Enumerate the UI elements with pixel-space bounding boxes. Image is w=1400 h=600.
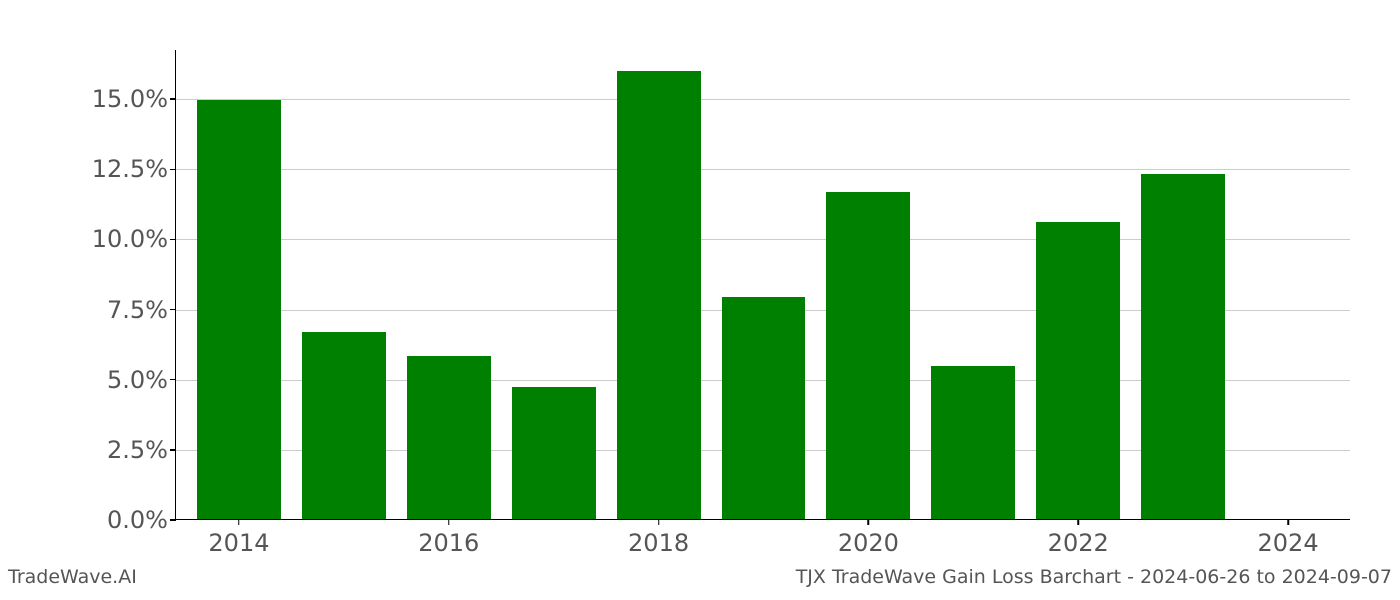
footer-left-text: TradeWave.AI — [8, 566, 137, 588]
y-tick-mark — [170, 449, 176, 451]
x-tick-mark — [1287, 519, 1289, 525]
x-tick-label: 2024 — [1258, 529, 1319, 557]
x-tick-label: 2020 — [838, 529, 899, 557]
y-tick-label: 12.5% — [92, 155, 168, 183]
bar — [512, 387, 596, 519]
y-tick-label: 15.0% — [92, 85, 168, 113]
bar — [617, 71, 701, 519]
y-tick-label: 7.5% — [107, 296, 168, 324]
y-tick-label: 5.0% — [107, 366, 168, 394]
chart-container: 201420162018202020222024 — [175, 50, 1350, 520]
y-tick-mark — [170, 98, 176, 100]
y-tick-mark — [170, 169, 176, 171]
x-tick-label: 2016 — [418, 529, 479, 557]
y-tick-mark — [170, 309, 176, 311]
y-tick-label: 0.0% — [107, 506, 168, 534]
plot-area: 201420162018202020222024 — [175, 50, 1350, 520]
y-tick-mark — [170, 519, 176, 521]
y-gridline — [176, 169, 1350, 170]
x-tick-label: 2018 — [628, 529, 689, 557]
x-tick-mark — [868, 519, 870, 525]
footer-right-text: TJX TradeWave Gain Loss Barchart - 2024-… — [796, 566, 1392, 588]
x-tick-label: 2022 — [1048, 529, 1109, 557]
bar — [302, 332, 386, 519]
y-tick-label: 10.0% — [92, 225, 168, 253]
bar — [826, 192, 910, 519]
bar — [1036, 222, 1120, 519]
bar — [1141, 174, 1225, 519]
bar — [197, 100, 281, 519]
y-tick-mark — [170, 379, 176, 381]
y-gridline — [176, 99, 1350, 100]
x-tick-mark — [1077, 519, 1079, 525]
x-tick-label: 2014 — [208, 529, 269, 557]
y-tick-mark — [170, 239, 176, 241]
x-tick-mark — [238, 519, 240, 525]
bar — [407, 356, 491, 519]
bar — [931, 366, 1015, 519]
x-tick-mark — [658, 519, 660, 525]
y-tick-label: 2.5% — [107, 436, 168, 464]
x-tick-mark — [448, 519, 450, 525]
bar — [722, 297, 806, 519]
